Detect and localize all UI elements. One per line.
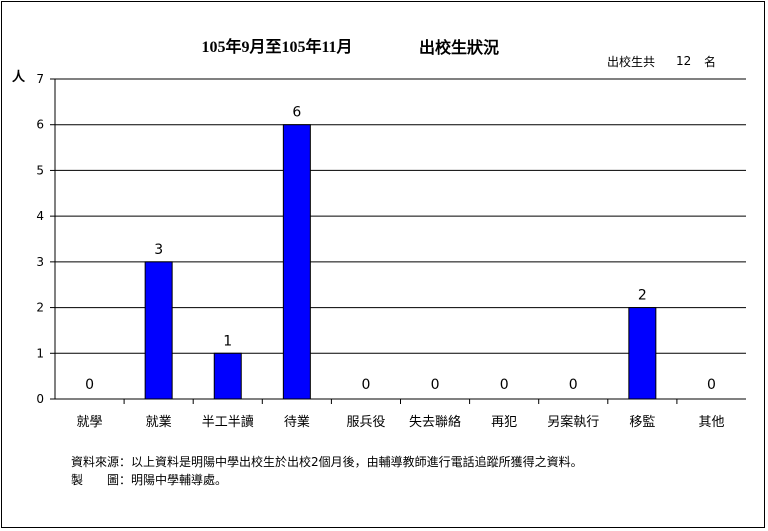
x-tick-label: 半工半讀 (202, 415, 254, 430)
y-tick-label: 4 (36, 209, 44, 223)
data-label: 1 (223, 333, 232, 349)
x-tick-labels: 就學 就業 半工半讀 待業 服兵役 失去聯絡 再犯 另案執行 移監 其他 (77, 399, 724, 430)
x-tick-label: 失去聯絡 (409, 414, 461, 430)
x-tick-label: 其他 (698, 415, 724, 430)
data-label: 0 (500, 377, 509, 393)
y-tick-label: 0 (36, 392, 44, 406)
source-note: 資料來源：以上資料是明陽中學出校生於出校2個月後，由輔導教師進行電話追蹤所獲得之… (71, 454, 583, 469)
data-label: 3 (154, 242, 163, 258)
x-tick-label: 服兵役 (346, 415, 385, 430)
y-tick-label: 6 (36, 118, 44, 132)
data-label: 0 (431, 377, 440, 393)
data-label: 0 (85, 377, 94, 393)
y-tick-label: 7 (36, 72, 44, 86)
data-labels: 0 3 1 6 0 0 0 0 2 0 (85, 105, 716, 393)
y-tick-labels: 0 1 2 3 4 5 6 7 (36, 72, 55, 406)
x-tick-label: 移監 (629, 414, 655, 430)
axes (54, 79, 746, 400)
y-tick-label: 5 (36, 163, 44, 177)
y-tick-label: 1 (36, 346, 44, 360)
total-value: 12 (676, 54, 691, 68)
chart-title: 出校生狀況 (419, 38, 499, 57)
chart-title-period: 105年9月至105年11月 (201, 37, 352, 56)
y-tick-label: 2 (36, 301, 44, 315)
bar (628, 307, 657, 400)
x-tick-label: 待業 (284, 414, 310, 430)
y-tick-label: 3 (36, 255, 44, 269)
bar (144, 261, 173, 400)
x-tick-label: 再犯 (491, 415, 517, 430)
x-tick-label: 就業 (146, 414, 172, 430)
total-prefix: 出校生共 (607, 54, 655, 69)
data-label: 0 (361, 377, 370, 393)
data-label: 0 (707, 377, 716, 393)
data-label: 0 (569, 377, 578, 393)
x-tick-label: 就學 (77, 415, 103, 430)
bar (213, 352, 242, 400)
bars (144, 124, 657, 400)
producer-note: 製 圖：明陽中學輔導處。 (71, 472, 227, 487)
data-label: 2 (638, 288, 647, 304)
total-suffix: 名 (704, 54, 716, 69)
x-tick-label: 另案執行 (547, 414, 599, 430)
data-label: 6 (292, 105, 301, 121)
bar (282, 124, 311, 400)
y-axis-label: 人 (12, 69, 26, 85)
